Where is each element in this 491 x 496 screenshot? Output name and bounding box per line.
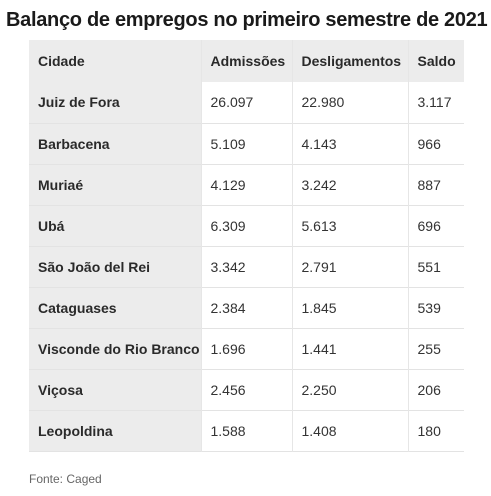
table-header-row: Cidade Admissões Desligamentos Saldo: [29, 40, 464, 82]
city-cell: Viçosa: [29, 369, 201, 410]
page-title: Balanço de empregos no primeiro semestre…: [6, 9, 488, 31]
dismissals-cell: 1.408: [291, 410, 408, 451]
admissions-cell: 6.309: [200, 205, 292, 246]
table-row: Cataguases 2.384 1.845 539: [29, 287, 464, 328]
balance-cell: 551: [407, 246, 464, 287]
balance-cell: 255: [407, 328, 464, 369]
table-row: São João del Rei 3.342 2.791 551: [29, 246, 464, 287]
balance-cell: 887: [407, 164, 464, 205]
source-note: Fonte: Caged: [29, 472, 102, 486]
balance-cell: 3.117: [407, 82, 464, 123]
city-cell: Juiz de Fora: [29, 82, 201, 123]
city-cell: Leopoldina: [29, 410, 201, 451]
table-row: Leopoldina 1.588 1.408 180: [29, 410, 464, 451]
admissions-cell: 3.342: [200, 246, 292, 287]
admissions-cell: 1.588: [200, 410, 292, 451]
balance-cell: 539: [407, 287, 464, 328]
column-header-admissions: Admissões: [200, 40, 292, 82]
dismissals-cell: 1.441: [291, 328, 408, 369]
employment-table: Cidade Admissões Desligamentos Saldo Jui…: [29, 40, 464, 452]
column-header-dismissals: Desligamentos: [291, 40, 408, 82]
table-row: Barbacena 5.109 4.143 966: [29, 123, 464, 164]
dismissals-cell: 5.613: [291, 205, 408, 246]
table-row: Viçosa 2.456 2.250 206: [29, 369, 464, 410]
table-row: Muriaé 4.129 3.242 887: [29, 164, 464, 205]
table-row: Ubá 6.309 5.613 696: [29, 205, 464, 246]
admissions-cell: 2.384: [200, 287, 292, 328]
dismissals-cell: 22.980: [291, 82, 408, 123]
admissions-cell: 1.696: [200, 328, 292, 369]
city-cell: São João del Rei: [29, 246, 201, 287]
city-cell: Cataguases: [29, 287, 201, 328]
city-cell: Muriaé: [29, 164, 201, 205]
admissions-cell: 2.456: [200, 369, 292, 410]
admissions-cell: 5.109: [200, 123, 292, 164]
table-row: Visconde do Rio Branco 1.696 1.441 255: [29, 328, 464, 369]
balance-cell: 180: [407, 410, 464, 451]
table-body: Juiz de Fora 26.097 22.980 3.117 Barbacena 5.…: [29, 82, 464, 451]
admissions-cell: 26.097: [200, 82, 292, 123]
city-cell: Visconde do Rio Branco: [29, 328, 201, 369]
city-cell: Barbacena: [29, 123, 201, 164]
balance-cell: 206: [407, 369, 464, 410]
dismissals-cell: 2.250: [291, 369, 408, 410]
column-header-city: Cidade: [38, 53, 85, 69]
city-cell: Ubá: [29, 205, 201, 246]
table-row: Juiz de Fora 26.097 22.980 3.117: [29, 82, 464, 123]
admissions-cell: 4.129: [200, 164, 292, 205]
column-header-balance: Saldo: [407, 40, 464, 82]
dismissals-cell: 4.143: [291, 123, 408, 164]
balance-cell: 696: [407, 205, 464, 246]
dismissals-cell: 2.791: [291, 246, 408, 287]
balance-cell: 966: [407, 123, 464, 164]
dismissals-cell: 3.242: [291, 164, 408, 205]
dismissals-cell: 1.845: [291, 287, 408, 328]
